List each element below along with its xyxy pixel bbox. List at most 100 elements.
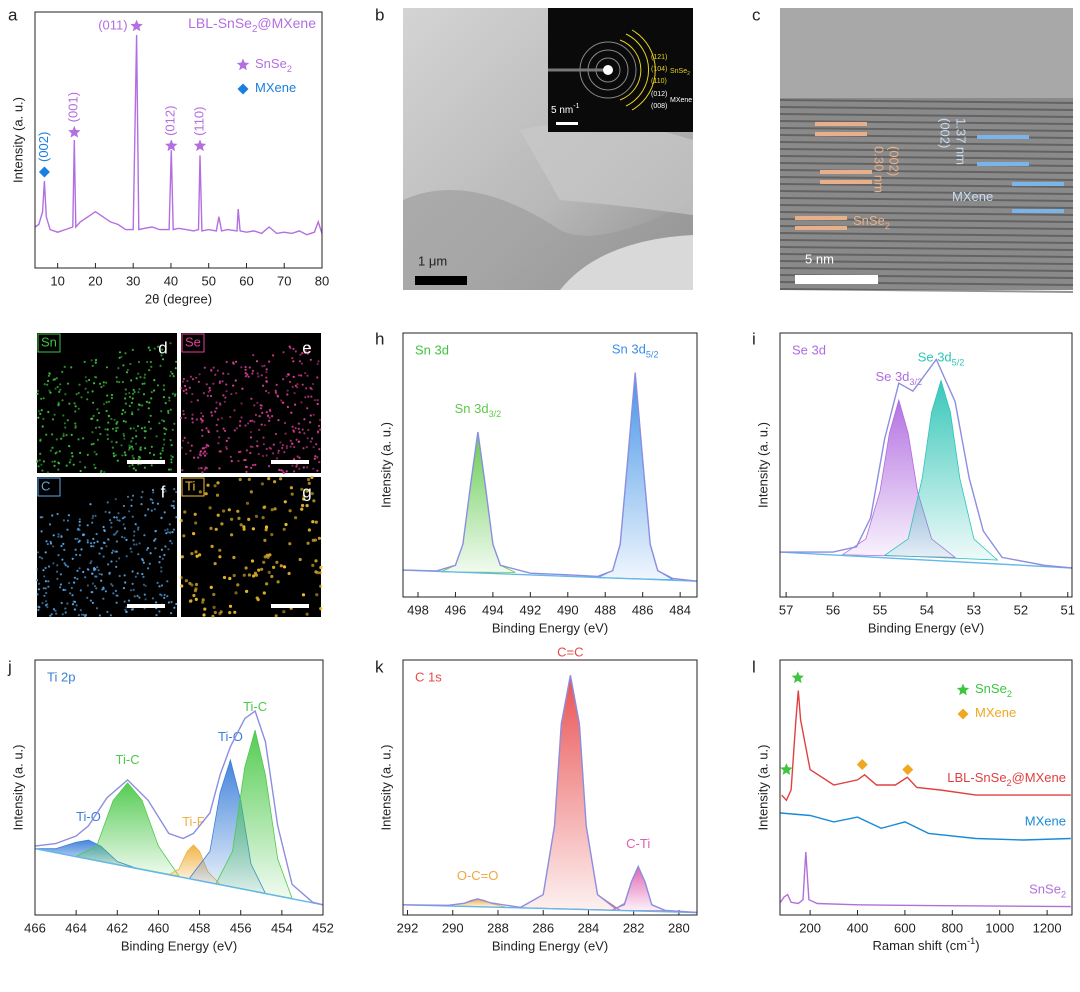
map-dot: [215, 423, 218, 427]
map-dot: [163, 427, 166, 430]
map-dot: [102, 384, 105, 387]
map-dot: [218, 548, 222, 552]
map-dot: [293, 392, 296, 395]
map-dot: [319, 565, 323, 570]
map-dot: [297, 440, 301, 443]
plane-label: (002): [887, 146, 902, 176]
map-dot: [306, 541, 310, 545]
map-dot: [315, 593, 319, 597]
map-dot: [232, 573, 236, 578]
d-spacing: 1.37 nm: [954, 118, 969, 165]
map-dot: [163, 443, 166, 446]
map-dot: [104, 590, 107, 593]
series-label: MXene: [1025, 814, 1066, 829]
map-dot: [251, 463, 255, 467]
chart: i 57 56 55 54 53 52 51 Binding Energy (eV) Intens…: [752, 329, 1075, 635]
map-dot: [316, 469, 319, 472]
map-dot: [93, 567, 96, 570]
map-dot: [82, 570, 85, 574]
map-dot: [274, 614, 278, 618]
map-dot: [239, 420, 242, 423]
map-dot: [79, 451, 82, 454]
map-dot: [309, 358, 312, 361]
map-dot: [258, 415, 262, 418]
map-dot: [167, 601, 170, 604]
peak-index: (001): [66, 92, 81, 122]
map-dot: [148, 349, 152, 352]
map-dot: [293, 446, 296, 449]
map-dot: [227, 372, 230, 375]
map-dot: [191, 392, 194, 396]
plot-frame: [402, 659, 698, 916]
map-dot: [135, 429, 138, 432]
map-dot: [56, 570, 59, 573]
map-dot: [185, 392, 188, 395]
map-dot: [111, 446, 114, 449]
map-dot: [148, 451, 152, 455]
map-dot: [195, 418, 198, 421]
map-dot: [59, 583, 63, 586]
map-dot: [194, 582, 199, 587]
map-dot: [90, 560, 93, 563]
peak-area: [215, 729, 293, 899]
map-dot: [223, 400, 226, 403]
text-part: 2: [287, 64, 292, 74]
text-part: Ti-C: [116, 752, 140, 767]
map-dot: [222, 575, 227, 580]
map-dot: [277, 451, 280, 454]
map-dot: [169, 408, 172, 411]
map-dot: [94, 361, 97, 364]
map-dot: [192, 532, 196, 536]
lattice-fringe: [779, 288, 1074, 293]
map-dot: [120, 444, 123, 447]
map-dot: [133, 390, 136, 394]
map-dot: [289, 445, 292, 448]
map-dot: [46, 603, 49, 606]
map-dot: [249, 419, 252, 423]
map-dot: [244, 424, 247, 427]
map-dot: [61, 399, 64, 402]
map-dot: [115, 516, 118, 519]
map-dot: [182, 409, 185, 413]
map-dot: [244, 368, 247, 371]
map-dot: [113, 516, 116, 519]
map-dot: [118, 519, 121, 522]
map-dot: [159, 452, 162, 455]
map-dot: [160, 516, 163, 520]
map-dot: [304, 372, 307, 375]
map-dot: [172, 504, 175, 507]
map-dot: [78, 383, 81, 386]
map-dot: [265, 553, 269, 557]
map-dot: [139, 376, 142, 379]
map-dot: [261, 516, 265, 520]
map-dot: [84, 466, 87, 469]
map-dot: [69, 592, 72, 595]
map-dot: [159, 456, 162, 459]
map-dot: [103, 471, 106, 474]
scale-label: 1 μm: [418, 253, 447, 268]
map-dot: [282, 378, 285, 381]
map-dot: [205, 427, 208, 430]
map-dot: [245, 470, 248, 473]
map-dot: [113, 455, 116, 458]
map-dot: [276, 395, 279, 398]
map-dot: [202, 452, 205, 455]
map-dot: [130, 504, 133, 507]
map-dot: [316, 362, 319, 366]
map-dot: [93, 450, 96, 453]
map-dot: [112, 592, 115, 595]
map-dot: [162, 384, 165, 387]
map-dot: [167, 411, 170, 414]
map-dot: [158, 555, 161, 558]
text-part: 3/2: [489, 409, 502, 419]
map-dot: [89, 503, 92, 506]
map-dot: [300, 374, 303, 377]
map-dot: [40, 397, 43, 400]
map-dot: [298, 431, 301, 434]
map-dot: [179, 519, 183, 523]
map-dot: [209, 394, 213, 398]
map-dot: [283, 451, 286, 454]
map-dot: [59, 383, 62, 386]
map-dot: [277, 419, 280, 422]
